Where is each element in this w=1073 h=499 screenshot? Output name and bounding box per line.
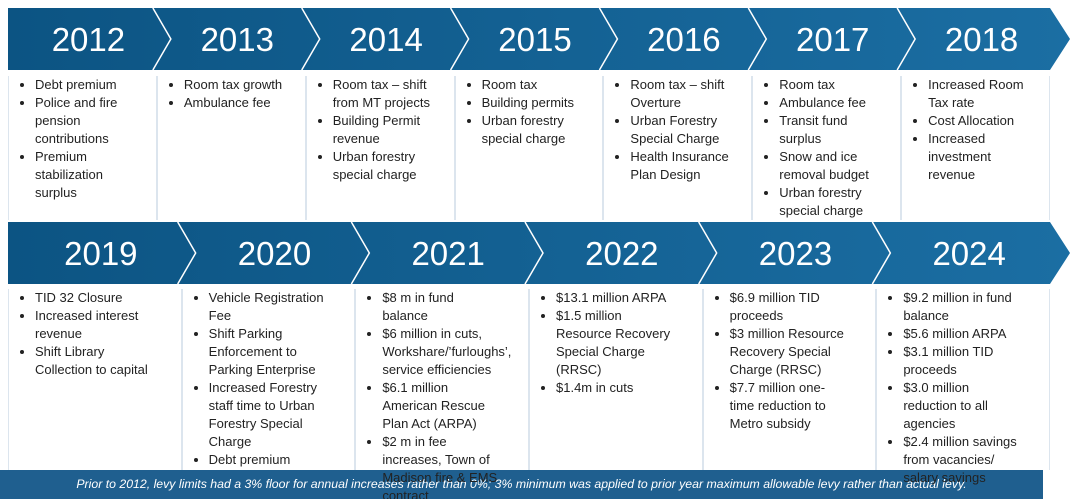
bullet-list: Increased Room Tax rateCost AllocationIn… bbox=[902, 76, 1027, 184]
bullet-item: Room tax bbox=[779, 76, 878, 94]
bullet-item: Health Insurance Plan Design bbox=[630, 148, 729, 184]
column: Room taxAmbulance feeTransit fund surplu… bbox=[752, 76, 902, 220]
year-label: 2013 bbox=[201, 21, 274, 58]
year-label: 2024 bbox=[932, 235, 1005, 272]
bullet-list: Room taxAmbulance feeTransit fund surplu… bbox=[753, 76, 878, 220]
bullet-item: $8 m in fund balance bbox=[382, 289, 500, 325]
bullet-item: Ambulance fee bbox=[779, 94, 878, 112]
year-label: 2019 bbox=[64, 235, 137, 272]
year-label: 2021 bbox=[411, 235, 484, 272]
bullet-list: Vehicle Registration FeeShift Parking En… bbox=[183, 289, 327, 469]
bullet-item: Room tax – shift Overture bbox=[630, 76, 729, 112]
column: Room taxBuilding permitsUrban forestry s… bbox=[454, 76, 604, 220]
bullet-list: Room tax – shift OvertureUrban Forestry … bbox=[604, 76, 729, 184]
bullet-item: $2 m in fee increases, Town of Madison f… bbox=[382, 433, 500, 499]
year-label: 2018 bbox=[945, 21, 1018, 58]
year-label: 2012 bbox=[52, 21, 125, 58]
bullet-item: Shift Library Collection to capital bbox=[35, 343, 153, 379]
chevron bbox=[301, 7, 321, 71]
bullet-item: Urban forestry special charge bbox=[779, 184, 878, 220]
bullet-item: Building Permit revenue bbox=[333, 112, 432, 148]
column: $13.1 million ARPA$1.5 million Resource … bbox=[529, 289, 703, 470]
bullet-item: Vehicle Registration Fee bbox=[209, 289, 327, 325]
bullet-item: Urban Forestry Special Charge bbox=[630, 112, 729, 148]
bullet-item: Transit fund surplus bbox=[779, 112, 878, 148]
bullet-item: TID 32 Closure bbox=[35, 289, 153, 307]
column: Debt premiumPolice and fire pension cont… bbox=[8, 76, 157, 220]
bullet-item: $5.6 million ARPA bbox=[903, 325, 1021, 343]
year-label: 2023 bbox=[759, 235, 832, 272]
year-label: 2016 bbox=[647, 21, 720, 58]
chevron bbox=[524, 221, 544, 285]
bullet-item: $13.1 million ARPA bbox=[556, 289, 674, 307]
year-label: 2020 bbox=[238, 235, 311, 272]
year-label: 2015 bbox=[498, 21, 571, 58]
bullet-list: $13.1 million ARPA$1.5 million Resource … bbox=[530, 289, 674, 397]
column: $8 m in fund balance$6 million in cuts, … bbox=[355, 289, 529, 499]
bullet-list: $6.9 million TID proceeds$3 million Reso… bbox=[704, 289, 848, 433]
bullet-item: Increased interest revenue bbox=[35, 307, 153, 343]
bullet-item: Urban forestry special charge bbox=[333, 148, 432, 184]
band bbox=[8, 222, 1070, 284]
bullet-list: $8 m in fund balance$6 million in cuts, … bbox=[356, 289, 511, 499]
bullet-item: Building permits bbox=[482, 94, 581, 112]
bullet-item: $1.5 million Resource Recovery Special C… bbox=[556, 307, 674, 379]
chevron bbox=[747, 7, 768, 71]
bullet-item: Premium stabilization surplus bbox=[35, 148, 134, 202]
column: Room tax growthAmbulance fee bbox=[156, 76, 306, 220]
bullet-item: $3.0 million reduction to all agencies bbox=[903, 379, 1021, 433]
bullet-item: Room tax – shift from MT projects bbox=[333, 76, 432, 112]
chevron bbox=[896, 7, 917, 71]
bullet-item: $6.1 million American Rescue Plan Act (A… bbox=[382, 379, 500, 433]
chevron bbox=[449, 7, 470, 71]
bullet-list: $9.2 million in fund balance$5.6 million… bbox=[877, 289, 1021, 487]
bullet-list: TID 32 ClosureIncreased interest revenue… bbox=[9, 289, 153, 379]
bullet-item: Increased Room Tax rate bbox=[928, 76, 1027, 112]
column: Room tax – shift from MT projectsBuildin… bbox=[305, 76, 455, 220]
chevron bbox=[698, 221, 718, 285]
chevron bbox=[350, 221, 371, 285]
bullet-item: $3 million Resource Recovery Special Cha… bbox=[730, 325, 848, 379]
column: TID 32 ClosureIncreased interest revenue… bbox=[8, 289, 182, 470]
chevron bbox=[152, 7, 172, 71]
chevron bbox=[177, 221, 197, 285]
bullet-list: Debt premiumPolice and fire pension cont… bbox=[9, 76, 134, 202]
year-label: 2014 bbox=[349, 21, 422, 58]
bullet-item: Increased investment revenue bbox=[928, 130, 1027, 184]
bullet-item: $1.4m in cuts bbox=[556, 379, 674, 397]
column: Increased Room Tax rateCost AllocationIn… bbox=[901, 76, 1050, 220]
column: Vehicle Registration FeeShift Parking En… bbox=[181, 289, 356, 470]
bullet-item: Room tax growth bbox=[184, 76, 283, 94]
bullet-item: Increased Forestry staff time to Urban F… bbox=[209, 379, 327, 451]
bullet-list: Room tax growthAmbulance fee bbox=[158, 76, 283, 112]
bullet-item: Room tax bbox=[482, 76, 581, 94]
bullet-item: $3.1 million TID proceeds bbox=[903, 343, 1021, 379]
bullet-item: Urban forestry special charge bbox=[482, 112, 581, 148]
band bbox=[8, 8, 1070, 70]
bullet-item: Ambulance fee bbox=[184, 94, 283, 112]
bullet-item: $2.4 million savings from vacancies/ sal… bbox=[903, 433, 1021, 487]
bullet-item: Debt premium bbox=[35, 76, 134, 94]
bullet-list: Room tax – shift from MT projectsBuildin… bbox=[307, 76, 432, 184]
bullet-item: Snow and ice removal budget bbox=[779, 148, 878, 184]
bullet-item: Police and fire pension contributions bbox=[35, 94, 134, 148]
bullet-item: $6 million in cuts, Workshare/’furloughs… bbox=[382, 325, 511, 379]
year-label: 2022 bbox=[585, 235, 658, 272]
bullet-item: Cost Allocation bbox=[928, 112, 1027, 130]
chevron bbox=[598, 7, 619, 71]
bullet-item: $9.2 million in fund balance bbox=[903, 289, 1021, 325]
chevron bbox=[871, 221, 892, 285]
column: $9.2 million in fund balance$5.6 million… bbox=[876, 289, 1050, 485]
bullet-item: Shift Parking Enforcement to Parking Ent… bbox=[209, 325, 327, 379]
column: Room tax – shift OvertureUrban Forestry … bbox=[603, 76, 753, 220]
year-label: 2017 bbox=[796, 21, 869, 58]
bullet-item: Debt premium bbox=[209, 451, 327, 469]
bullet-list: Room taxBuilding permitsUrban forestry s… bbox=[456, 76, 581, 148]
bullet-item: $6.9 million TID proceeds bbox=[730, 289, 848, 325]
footer-note: Prior to 2012, levy limits had a 3% floo… bbox=[0, 470, 1043, 499]
bullet-item: $7.7 million one-time reduction to Metro… bbox=[730, 379, 848, 433]
column: $6.9 million TID proceeds$3 million Reso… bbox=[702, 289, 877, 470]
